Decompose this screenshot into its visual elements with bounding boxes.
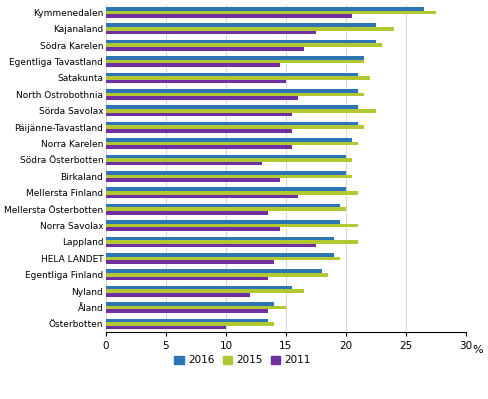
Bar [106, 244, 316, 247]
Bar [106, 322, 274, 326]
Bar [106, 302, 274, 306]
Bar [106, 326, 226, 330]
Bar [106, 10, 436, 14]
Bar [106, 105, 358, 109]
Bar [106, 204, 340, 207]
Bar [106, 158, 352, 162]
Bar [106, 227, 280, 231]
Bar [106, 31, 316, 34]
Bar [106, 220, 340, 224]
Bar [106, 162, 262, 165]
Bar [106, 195, 298, 198]
Bar [106, 188, 346, 191]
Bar [106, 73, 358, 76]
Bar [106, 277, 268, 280]
Bar [106, 14, 352, 18]
Bar [106, 211, 268, 215]
Bar [106, 60, 364, 63]
Bar [106, 240, 358, 244]
Bar [106, 318, 268, 322]
Bar [106, 293, 250, 296]
Bar [106, 27, 394, 31]
Bar [106, 40, 376, 43]
Bar [106, 145, 292, 149]
Bar [106, 113, 292, 116]
Legend: 2016, 2015, 2011: 2016, 2015, 2011 [170, 351, 315, 369]
Bar [106, 224, 358, 227]
Bar [106, 269, 322, 273]
Bar [106, 142, 358, 145]
Bar [106, 306, 286, 309]
Bar [106, 63, 280, 67]
Bar [106, 24, 376, 27]
Bar [106, 7, 424, 10]
Bar [106, 122, 358, 125]
Bar [106, 286, 292, 289]
Bar [106, 207, 346, 211]
Bar [106, 253, 334, 257]
Bar [106, 154, 346, 158]
Bar [106, 56, 364, 60]
Bar [106, 260, 274, 264]
Bar [106, 43, 382, 47]
Text: %: % [473, 345, 484, 355]
Bar [106, 257, 340, 260]
Bar [106, 191, 358, 195]
Bar [106, 89, 358, 93]
Bar [106, 175, 352, 178]
Bar [106, 129, 292, 132]
Bar [106, 138, 352, 142]
Bar [106, 47, 304, 51]
Bar [106, 171, 346, 175]
Bar [106, 96, 298, 100]
Bar [106, 273, 328, 277]
Bar [106, 80, 286, 83]
Bar [106, 178, 280, 182]
Bar [106, 237, 334, 240]
Bar [106, 93, 364, 96]
Bar [106, 309, 268, 313]
Bar [106, 125, 364, 129]
Bar [106, 289, 304, 293]
Bar [106, 109, 376, 113]
Bar [106, 76, 370, 80]
